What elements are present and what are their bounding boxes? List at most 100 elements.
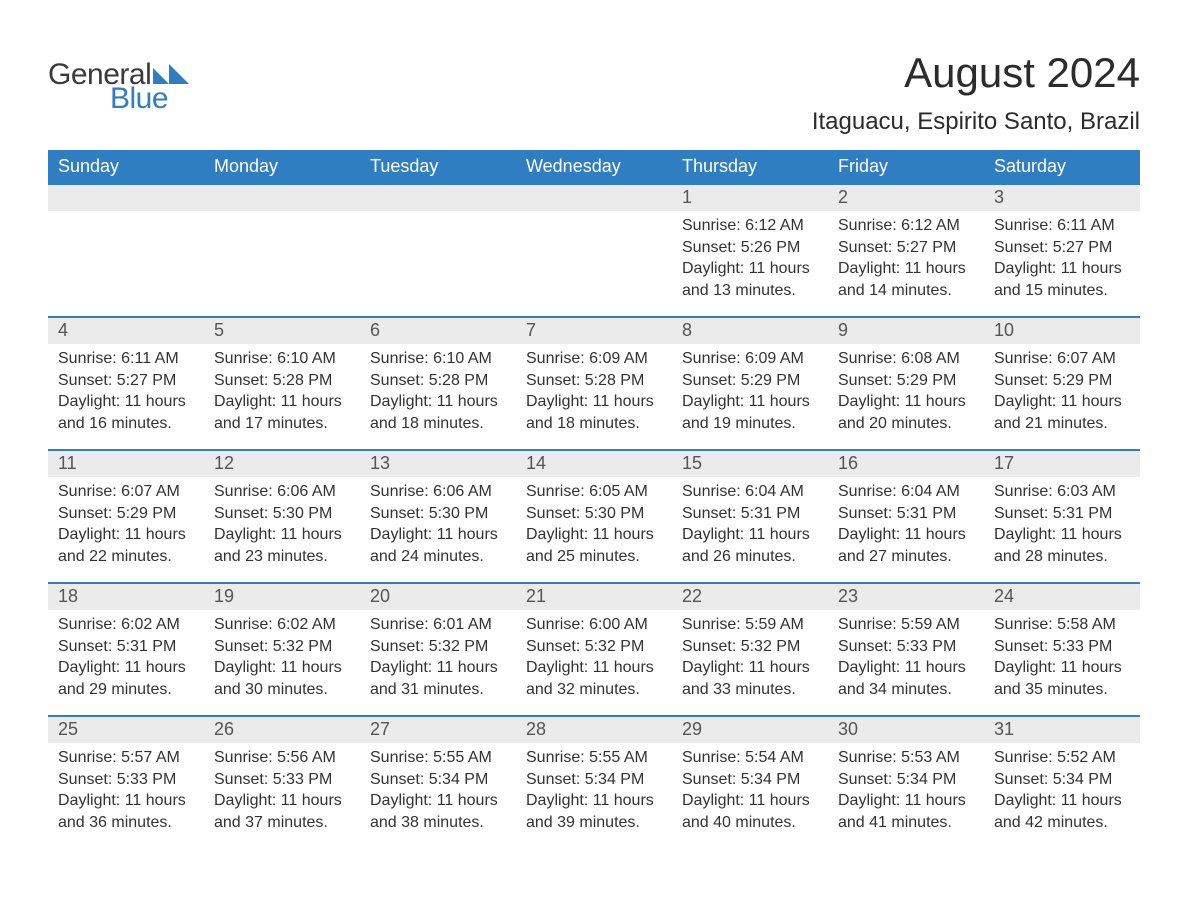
- calendar-week-row: 1Sunrise: 6:12 AMSunset: 5:26 PMDaylight…: [48, 185, 1140, 317]
- daylight-text: Daylight: 11 hours and 17 minutes.: [214, 391, 350, 434]
- day-details: Sunrise: 6:00 AMSunset: 5:32 PMDaylight:…: [516, 610, 672, 706]
- day-number: 10: [984, 318, 1140, 344]
- calendar-day-cell: 11Sunrise: 6:07 AMSunset: 5:29 PMDayligh…: [48, 451, 204, 583]
- sunrise-text: Sunrise: 5:52 AM: [994, 747, 1130, 769]
- sunrise-text: Sunrise: 6:11 AM: [58, 348, 194, 370]
- day-details: Sunrise: 6:11 AMSunset: 5:27 PMDaylight:…: [48, 344, 204, 440]
- sunrise-text: Sunrise: 6:10 AM: [370, 348, 506, 370]
- day-number: 31: [984, 717, 1140, 743]
- sunset-text: Sunset: 5:33 PM: [838, 636, 974, 658]
- day-details: Sunrise: 6:09 AMSunset: 5:28 PMDaylight:…: [516, 344, 672, 440]
- day-details: Sunrise: 5:52 AMSunset: 5:34 PMDaylight:…: [984, 743, 1140, 839]
- sunset-text: Sunset: 5:34 PM: [682, 769, 818, 791]
- sunset-text: Sunset: 5:27 PM: [994, 237, 1130, 259]
- day-number: 7: [516, 318, 672, 344]
- daylight-text: Daylight: 11 hours and 40 minutes.: [682, 790, 818, 833]
- day-number: 5: [204, 318, 360, 344]
- day-number: [48, 185, 204, 211]
- calendar-day-cell: 8Sunrise: 6:09 AMSunset: 5:29 PMDaylight…: [672, 318, 828, 450]
- sunset-text: Sunset: 5:30 PM: [214, 503, 350, 525]
- day-details: Sunrise: 6:12 AMSunset: 5:27 PMDaylight:…: [828, 211, 984, 307]
- sunset-text: Sunset: 5:30 PM: [370, 503, 506, 525]
- day-number: 30: [828, 717, 984, 743]
- sunrise-text: Sunrise: 5:54 AM: [682, 747, 818, 769]
- header: General Blue August 2024 Itaguacu, Espir…: [48, 50, 1140, 136]
- calendar-table: Sunday Monday Tuesday Wednesday Thursday…: [48, 150, 1140, 849]
- sunrise-text: Sunrise: 6:09 AM: [682, 348, 818, 370]
- sunset-text: Sunset: 5:27 PM: [58, 370, 194, 392]
- calendar-header-row: Sunday Monday Tuesday Wednesday Thursday…: [48, 150, 1140, 185]
- calendar-day-cell: 12Sunrise: 6:06 AMSunset: 5:30 PMDayligh…: [204, 451, 360, 583]
- calendar-day-cell: [360, 185, 516, 317]
- sunrise-text: Sunrise: 6:02 AM: [214, 614, 350, 636]
- sunrise-text: Sunrise: 6:06 AM: [214, 481, 350, 503]
- calendar-day-cell: 17Sunrise: 6:03 AMSunset: 5:31 PMDayligh…: [984, 451, 1140, 583]
- sunset-text: Sunset: 5:31 PM: [994, 503, 1130, 525]
- daylight-text: Daylight: 11 hours and 27 minutes.: [838, 524, 974, 567]
- day-details: Sunrise: 6:12 AMSunset: 5:26 PMDaylight:…: [672, 211, 828, 307]
- sunset-text: Sunset: 5:28 PM: [214, 370, 350, 392]
- calendar-day-cell: 6Sunrise: 6:10 AMSunset: 5:28 PMDaylight…: [360, 318, 516, 450]
- sunset-text: Sunset: 5:33 PM: [214, 769, 350, 791]
- sunrise-text: Sunrise: 6:12 AM: [682, 215, 818, 237]
- day-details: Sunrise: 6:10 AMSunset: 5:28 PMDaylight:…: [204, 344, 360, 440]
- day-number: 28: [516, 717, 672, 743]
- sunset-text: Sunset: 5:34 PM: [370, 769, 506, 791]
- day-details: Sunrise: 5:55 AMSunset: 5:34 PMDaylight:…: [516, 743, 672, 839]
- weekday-header: Friday: [828, 150, 984, 185]
- daylight-text: Daylight: 11 hours and 30 minutes.: [214, 657, 350, 700]
- day-details: Sunrise: 6:01 AMSunset: 5:32 PMDaylight:…: [360, 610, 516, 706]
- calendar-day-cell: 15Sunrise: 6:04 AMSunset: 5:31 PMDayligh…: [672, 451, 828, 583]
- sunrise-text: Sunrise: 6:09 AM: [526, 348, 662, 370]
- calendar-day-cell: 10Sunrise: 6:07 AMSunset: 5:29 PMDayligh…: [984, 318, 1140, 450]
- day-details: Sunrise: 5:58 AMSunset: 5:33 PMDaylight:…: [984, 610, 1140, 706]
- daylight-text: Daylight: 11 hours and 22 minutes.: [58, 524, 194, 567]
- calendar-day-cell: 5Sunrise: 6:10 AMSunset: 5:28 PMDaylight…: [204, 318, 360, 450]
- day-details: Sunrise: 6:04 AMSunset: 5:31 PMDaylight:…: [672, 477, 828, 573]
- daylight-text: Daylight: 11 hours and 29 minutes.: [58, 657, 194, 700]
- weekday-header: Thursday: [672, 150, 828, 185]
- calendar-day-cell: 28Sunrise: 5:55 AMSunset: 5:34 PMDayligh…: [516, 717, 672, 849]
- day-details: Sunrise: 6:02 AMSunset: 5:31 PMDaylight:…: [48, 610, 204, 706]
- sunset-text: Sunset: 5:26 PM: [682, 237, 818, 259]
- calendar-day-cell: 22Sunrise: 5:59 AMSunset: 5:32 PMDayligh…: [672, 584, 828, 716]
- daylight-text: Daylight: 11 hours and 42 minutes.: [994, 790, 1130, 833]
- title-block: August 2024 Itaguacu, Espirito Santo, Br…: [812, 50, 1140, 136]
- calendar-day-cell: 20Sunrise: 6:01 AMSunset: 5:32 PMDayligh…: [360, 584, 516, 716]
- day-number: 4: [48, 318, 204, 344]
- calendar-day-cell: [204, 185, 360, 317]
- day-details: Sunrise: 6:06 AMSunset: 5:30 PMDaylight:…: [204, 477, 360, 573]
- daylight-text: Daylight: 11 hours and 39 minutes.: [526, 790, 662, 833]
- daylight-text: Daylight: 11 hours and 16 minutes.: [58, 391, 194, 434]
- calendar-day-cell: 19Sunrise: 6:02 AMSunset: 5:32 PMDayligh…: [204, 584, 360, 716]
- day-number: 26: [204, 717, 360, 743]
- daylight-text: Daylight: 11 hours and 41 minutes.: [838, 790, 974, 833]
- day-number: 13: [360, 451, 516, 477]
- calendar-day-cell: [48, 185, 204, 317]
- month-title: August 2024: [812, 50, 1140, 96]
- calendar-day-cell: 30Sunrise: 5:53 AMSunset: 5:34 PMDayligh…: [828, 717, 984, 849]
- sunset-text: Sunset: 5:28 PM: [526, 370, 662, 392]
- sunset-text: Sunset: 5:32 PM: [526, 636, 662, 658]
- sunrise-text: Sunrise: 5:57 AM: [58, 747, 194, 769]
- calendar-day-cell: 23Sunrise: 5:59 AMSunset: 5:33 PMDayligh…: [828, 584, 984, 716]
- sunrise-text: Sunrise: 6:06 AM: [370, 481, 506, 503]
- daylight-text: Daylight: 11 hours and 38 minutes.: [370, 790, 506, 833]
- daylight-text: Daylight: 11 hours and 15 minutes.: [994, 258, 1130, 301]
- day-number: 23: [828, 584, 984, 610]
- sunrise-text: Sunrise: 6:07 AM: [58, 481, 194, 503]
- day-number: 25: [48, 717, 204, 743]
- daylight-text: Daylight: 11 hours and 14 minutes.: [838, 258, 974, 301]
- sunset-text: Sunset: 5:31 PM: [682, 503, 818, 525]
- daylight-text: Daylight: 11 hours and 20 minutes.: [838, 391, 974, 434]
- sunrise-text: Sunrise: 5:55 AM: [526, 747, 662, 769]
- calendar-day-cell: [516, 185, 672, 317]
- daylight-text: Daylight: 11 hours and 32 minutes.: [526, 657, 662, 700]
- calendar-day-cell: 16Sunrise: 6:04 AMSunset: 5:31 PMDayligh…: [828, 451, 984, 583]
- calendar-week-row: 25 Sunrise: 5:57 AM Sunset: 5:33 PM Dayligh…: [48, 717, 1140, 849]
- sunset-text: Sunset: 5:32 PM: [370, 636, 506, 658]
- calendar-day-cell: 9Sunrise: 6:08 AMSunset: 5:29 PMDaylight…: [828, 318, 984, 450]
- logo-text-blue: Blue: [110, 84, 189, 114]
- weekday-header: Monday: [204, 150, 360, 185]
- sunset-text: Sunset: 5:29 PM: [994, 370, 1130, 392]
